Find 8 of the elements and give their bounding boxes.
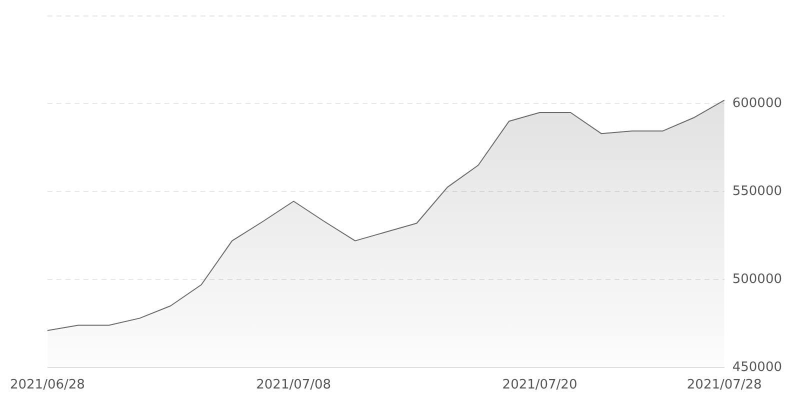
x-tick-label: 2021/07/20 xyxy=(502,378,578,393)
x-tick-label: 2021/06/28 xyxy=(10,378,85,393)
y-tick-label: 450000 xyxy=(732,360,782,375)
y-tick-label: 600000 xyxy=(732,96,782,112)
y-tick-label: 550000 xyxy=(732,184,782,199)
x-tick-label: 2021/07/08 xyxy=(256,378,332,393)
x-tick-label: 2021/07/28 xyxy=(686,378,762,393)
y-tick-label: 500000 xyxy=(732,272,782,287)
